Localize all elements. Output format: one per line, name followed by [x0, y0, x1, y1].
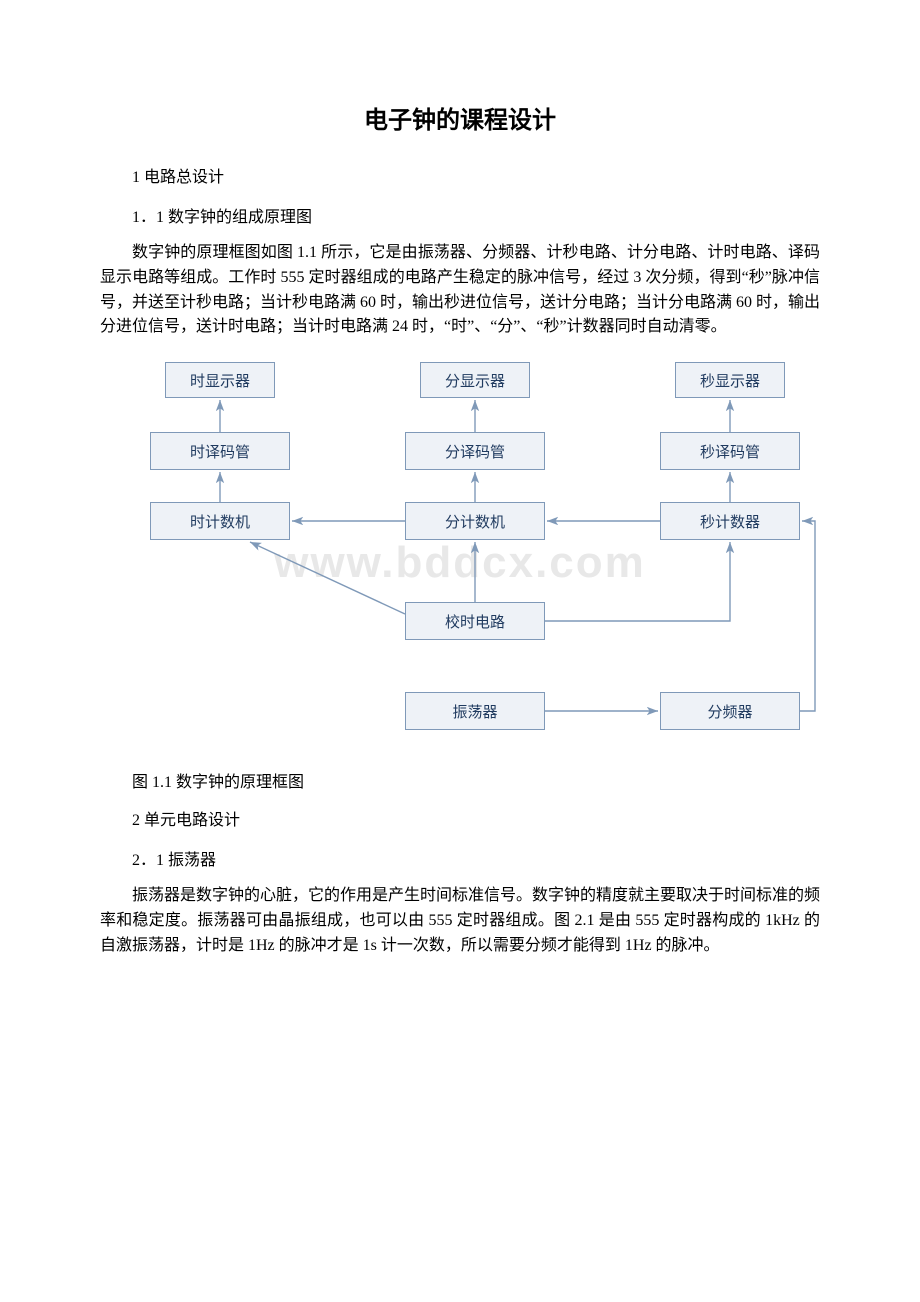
page-title: 电子钟的课程设计: [100, 100, 820, 135]
node-divider: 分频器: [660, 692, 800, 730]
paragraph-oscillator: 振荡器是数字钟的心脏，它的作用是产生时间标准信号。数字钟的精度就主要取决于时间标…: [100, 884, 820, 958]
node-second-display: 秒显示器: [675, 362, 785, 398]
node-time-adjust: 校时电路: [405, 602, 545, 640]
heading-1-circuit-design: 1 电路总设计: [100, 163, 820, 187]
heading-2-unit-design: 2 单元电路设计: [100, 806, 820, 830]
watermark-text: www.bddcx.com: [274, 538, 646, 588]
node-minute-decoder: 分译码管: [405, 432, 545, 470]
heading-1-1-principle: 1．1 数字钟的组成原理图: [100, 203, 820, 227]
paragraph-principle: 数字钟的原理框图如图 1.1 所示，它是由振荡器、分频器、计秒电路、计分电路、计…: [100, 241, 820, 340]
node-second-counter: 秒计数器: [660, 502, 800, 540]
node-minute-counter: 分计数机: [405, 502, 545, 540]
node-hour-display: 时显示器: [165, 362, 275, 398]
figure-caption-1-1: 图 1.1 数字钟的原理框图: [100, 768, 820, 792]
node-hour-decoder: 时译码管: [150, 432, 290, 470]
node-hour-counter: 时计数机: [150, 502, 290, 540]
node-minute-display: 分显示器: [420, 362, 530, 398]
heading-2-1-oscillator: 2．1 振荡器: [100, 846, 820, 870]
node-second-decoder: 秒译码管: [660, 432, 800, 470]
block-diagram: www.bddcx.com 时显示器 分显示器 秒显示器 时译码管 分译码管 秒…: [100, 354, 820, 754]
node-oscillator: 振荡器: [405, 692, 545, 730]
